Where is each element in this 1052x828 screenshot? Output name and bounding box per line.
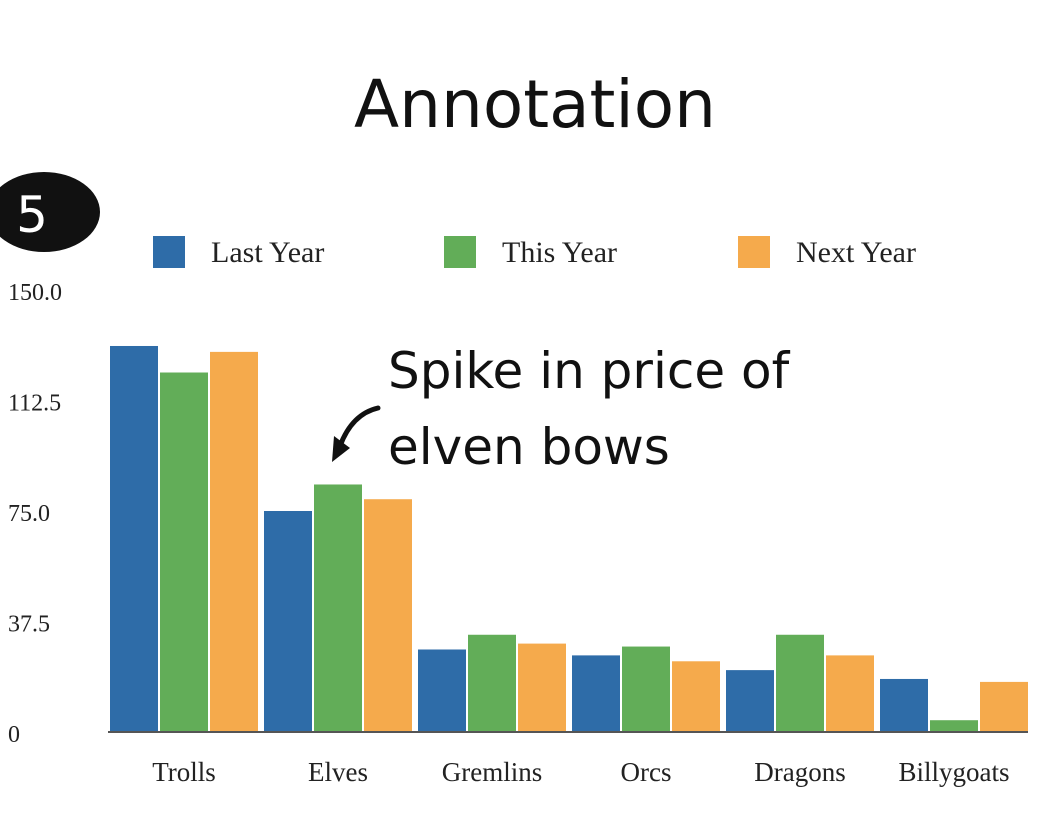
bar-billygoats-next-year [980, 681, 1028, 732]
legend-label: This Year [502, 236, 617, 269]
bar-dragons-this-year [776, 634, 824, 732]
slide-number: 5 [16, 186, 48, 244]
annotation-line-1: Spike in price of [388, 342, 791, 400]
bar-trolls-last-year [110, 345, 158, 732]
bar-elves-next-year [364, 499, 412, 732]
x-tick-label: Gremlins [442, 757, 543, 787]
legend-swatch [444, 236, 476, 268]
annotation: Spike in price of elven bows [332, 342, 791, 476]
bar-orcs-next-year [672, 661, 720, 732]
legend-swatch [153, 236, 185, 268]
x-axis-labels: Trolls Elves Gremlins Orcs Dragons Billygoats [152, 757, 1009, 787]
y-axis-ticks: 0 37.5 75.0 112.5 150.0 [8, 280, 62, 748]
slide-number-badge: 5 [0, 172, 100, 252]
chart-title: Annotation [354, 66, 716, 143]
bar-billygoats-this-year [930, 720, 978, 732]
x-tick-label: Orcs [621, 757, 672, 787]
legend: Last Year This Year Next Year [153, 236, 916, 269]
y-tick-label: 75.0 [8, 501, 50, 527]
bar-elves-this-year [314, 484, 362, 732]
bar-dragons-last-year [726, 670, 774, 732]
annotation-arrowhead-icon [332, 436, 350, 462]
bar-orcs-last-year [572, 655, 620, 732]
legend-swatch [738, 236, 770, 268]
x-tick-label: Billygoats [898, 757, 1009, 787]
bar-trolls-this-year [160, 372, 208, 732]
bar-gremlins-this-year [468, 634, 516, 732]
annotation-line-2: elven bows [388, 418, 670, 476]
bar-elves-last-year [264, 511, 312, 732]
x-tick-label: Trolls [152, 757, 216, 787]
bar-billygoats-last-year [880, 678, 928, 732]
x-tick-label: Elves [308, 757, 368, 787]
bars [110, 345, 1028, 732]
y-tick-label: 112.5 [8, 391, 61, 417]
y-tick-label: 0 [8, 722, 20, 748]
y-tick-label: 150.0 [8, 280, 62, 306]
bar-dragons-next-year [826, 655, 874, 732]
bar-gremlins-last-year [418, 649, 466, 732]
legend-label: Last Year [211, 236, 324, 269]
bar-orcs-this-year [622, 646, 670, 732]
legend-label: Next Year [796, 236, 916, 269]
annotation-arrow-icon [337, 405, 381, 449]
bar-trolls-next-year [210, 351, 258, 732]
x-tick-label: Dragons [754, 757, 845, 787]
bar-gremlins-next-year [518, 643, 566, 732]
y-tick-label: 37.5 [8, 612, 50, 638]
